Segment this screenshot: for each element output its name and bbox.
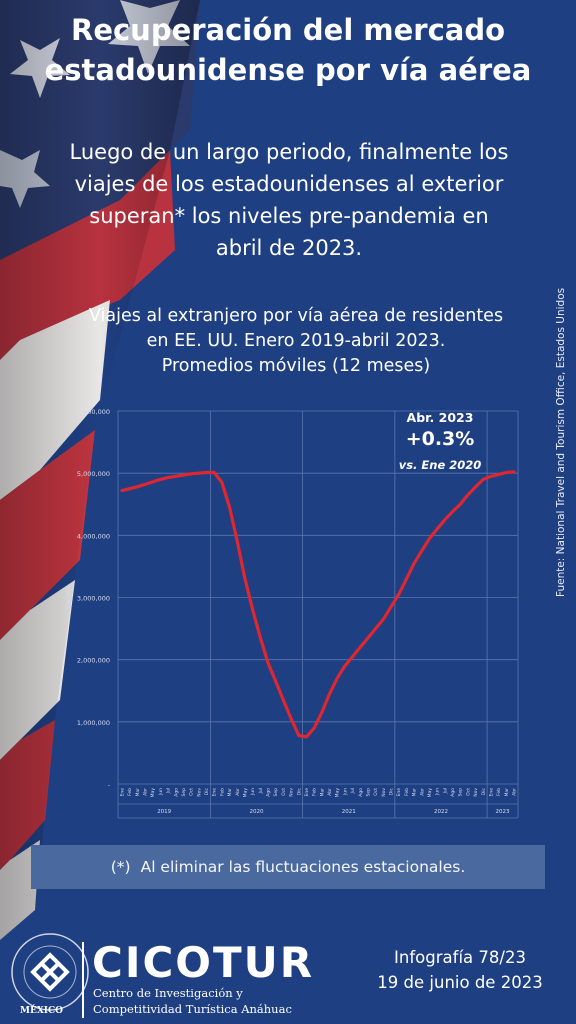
- x-tick-label: Ene: [120, 788, 126, 797]
- x-tick-label: Oct: [281, 788, 287, 796]
- x-tick-label: Sep: [458, 788, 464, 797]
- x-tick-label: Ago: [358, 788, 364, 797]
- chart-title: Viajes al extranjero por vía aérea de re…: [58, 304, 534, 379]
- infographic-number: Infografía 78/23: [394, 948, 526, 967]
- x-tick-label: Mar: [319, 788, 325, 797]
- x-tick-label: Dic: [389, 787, 395, 795]
- x-tick-label: Jul: [166, 788, 172, 794]
- x-tick-label: Jul: [258, 788, 264, 794]
- annotation-note: vs. Ene 2020: [398, 458, 482, 472]
- publication-date: 19 de junio de 2023: [377, 973, 543, 992]
- x-tick-label: Jul: [350, 788, 356, 794]
- x-tick-label: Jun: [342, 788, 348, 796]
- year-label: 2021: [342, 809, 356, 815]
- x-tick-label: Nov: [196, 788, 202, 797]
- x-tick-label: Mar: [412, 788, 418, 797]
- x-tick-label: Jul: [442, 788, 448, 794]
- footnote-marker: (*): [110, 858, 131, 876]
- cicotur-logo: CICOTUR: [92, 938, 315, 987]
- x-tick-label: Ene: [396, 788, 402, 797]
- y-axis-label: Salidas: [64, 585, 72, 609]
- chart-title-line: en EE. UU. Enero 2019-abril 2023.: [146, 331, 446, 351]
- x-tick-label: Abr: [327, 788, 333, 796]
- x-tick-label: Sep: [273, 788, 279, 797]
- x-tick-label: Abr: [512, 788, 518, 796]
- x-tick-label: Mar: [227, 788, 233, 797]
- footnote-text: Al eliminar las fluctuaciones estacional…: [140, 858, 466, 876]
- y-tick-label: -: [108, 781, 111, 789]
- x-tick-label: Jun: [435, 788, 441, 796]
- title-line: estadounidense por vía aérea: [44, 53, 532, 87]
- x-tick-label: Feb: [127, 788, 133, 796]
- chart-title-line: Promedios móviles (12 meses): [161, 356, 431, 376]
- x-tick-label: Oct: [373, 788, 379, 796]
- y-tick-label: 1,000,000: [77, 719, 110, 727]
- x-tick-label: Sep: [181, 788, 187, 797]
- x-tick-label: Nov: [381, 788, 387, 797]
- x-tick-label: May: [242, 788, 248, 798]
- page-subtitle: Luego de un largo periodo, finalmente lo…: [24, 136, 554, 264]
- x-tick-label: Dic: [296, 787, 302, 795]
- year-label: 2019: [157, 809, 171, 815]
- subtitle-line: Luego de un largo periodo, finalmente lo…: [69, 140, 509, 164]
- y-tick-label: 5,000,000: [77, 470, 110, 478]
- x-tick-label: Feb: [312, 788, 318, 796]
- x-tick-label: Feb: [219, 788, 225, 796]
- x-tick-label: Nov: [289, 788, 295, 797]
- y-tick-label: 3,000,000: [77, 595, 110, 603]
- logo-subtitle-line: Centro de Investigación y: [93, 986, 243, 1000]
- x-tick-label: Feb: [496, 788, 502, 796]
- x-tick-label: Dic: [204, 787, 210, 795]
- footnote-box: (*) Al eliminar las fluctuaciones estaci…: [31, 845, 545, 889]
- x-tick-label: Ene: [304, 788, 310, 797]
- logo-subtitle-line: Competitividad Turística Anáhuac: [93, 1002, 292, 1016]
- x-tick-label: Ago: [173, 788, 179, 797]
- x-tick-label: Oct: [189, 788, 195, 796]
- annotation-label: Abr. 2023: [406, 410, 474, 425]
- x-tick-label: May: [427, 788, 433, 798]
- logo-divider: [82, 942, 84, 1018]
- series-line: [120, 470, 516, 739]
- year-label: 2022: [434, 809, 448, 815]
- x-tick-label: Jun: [158, 788, 164, 796]
- x-tick-label: Jun: [250, 788, 256, 796]
- x-tick-label: Nov: [473, 788, 479, 797]
- subtitle-line: viajes de los estadounidenses al exterio…: [74, 172, 504, 196]
- annotation-value: +0.3%: [405, 428, 475, 450]
- x-tick-label: Ago: [450, 788, 456, 797]
- x-tick-label: May: [335, 788, 341, 798]
- x-tick-label: Mar: [504, 788, 510, 797]
- x-tick-label: Dic: [481, 787, 487, 795]
- y-tick-label: 6,000,000: [77, 408, 110, 416]
- title-line: Recuperación del mercado: [70, 13, 506, 47]
- x-tick-label: May: [150, 788, 156, 798]
- year-label: 2023: [496, 809, 510, 815]
- x-tick-label: Abr: [143, 788, 149, 796]
- x-tick-label: Mar: [135, 788, 141, 797]
- x-tick-label: Ene: [212, 788, 218, 797]
- subtitle-line: superan* los niveles pre-pandemia en: [89, 204, 489, 228]
- university-seal-icon: [11, 933, 89, 1011]
- page-title: Recuperación del mercado estadounidense …: [20, 10, 556, 90]
- x-tick-label: Abr: [235, 788, 241, 796]
- x-tick-label: Oct: [465, 788, 471, 796]
- x-tick-label: Abr: [419, 788, 425, 796]
- seal-label: MÉXICO: [20, 1006, 64, 1016]
- year-label: 2020: [250, 809, 264, 815]
- x-tick-label: Ene: [488, 788, 494, 797]
- y-tick-label: 4,000,000: [77, 532, 110, 540]
- x-tick-label: Ago: [266, 788, 272, 797]
- x-tick-label: Sep: [365, 788, 371, 797]
- chart-title-line: Viajes al extranjero por vía aérea de re…: [88, 306, 504, 326]
- y-tick-label: 2,000,000: [77, 657, 110, 665]
- x-tick-label: Feb: [404, 788, 410, 796]
- subtitle-line: abril de 2023.: [215, 236, 363, 260]
